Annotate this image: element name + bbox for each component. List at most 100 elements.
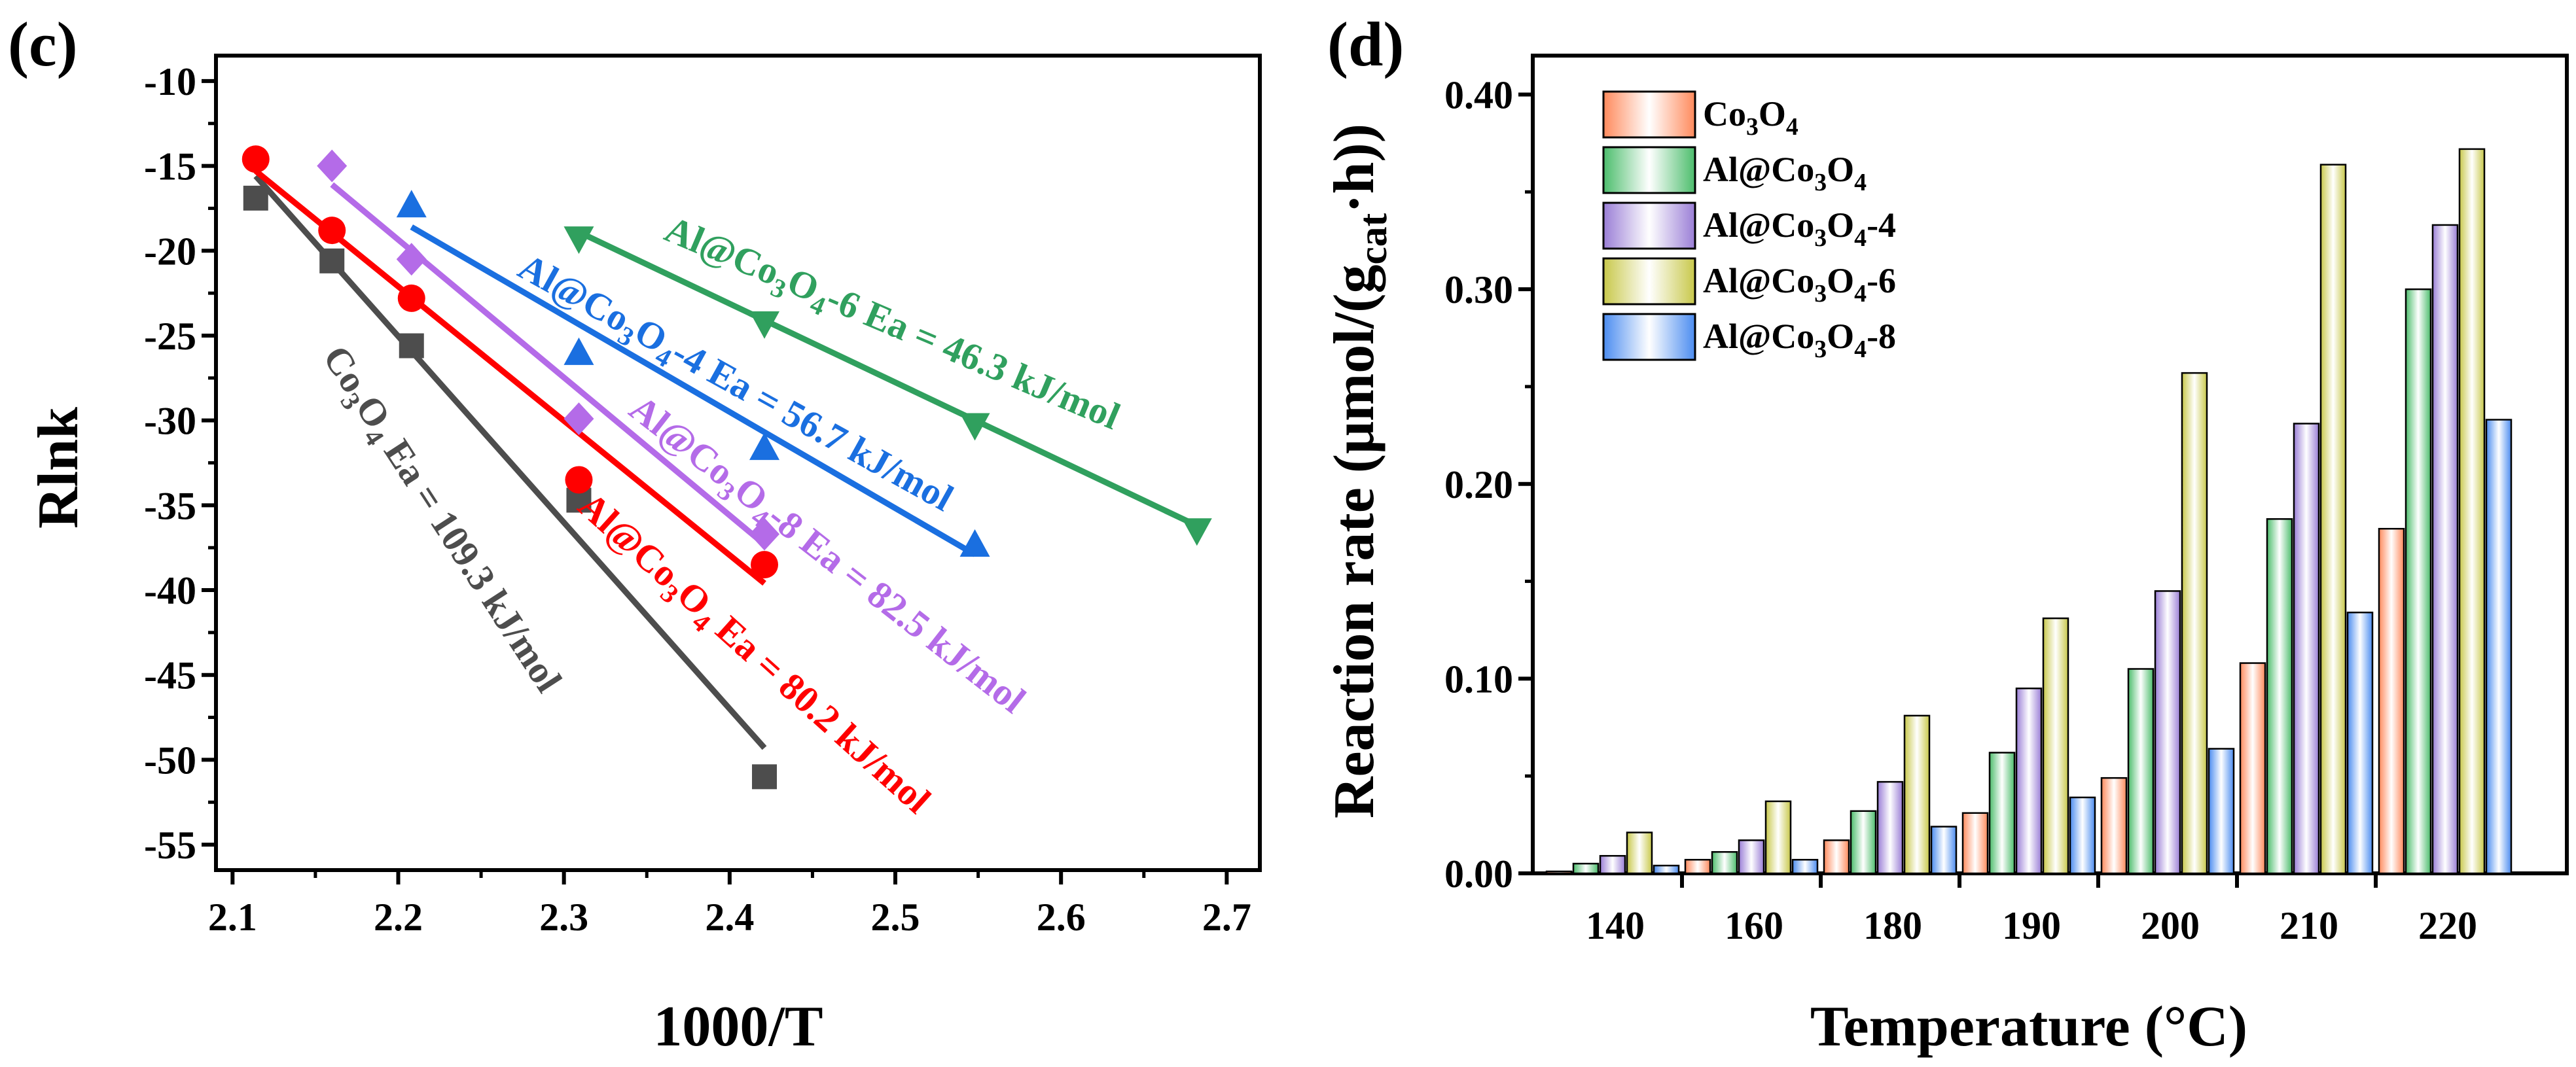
- y-tick-label: -50: [144, 739, 196, 782]
- y-tick-label: -10: [144, 60, 196, 103]
- bar: [1988, 752, 2016, 875]
- data-point-triangle: [564, 226, 594, 254]
- bar: [1903, 714, 1931, 875]
- bar: [2293, 423, 2320, 875]
- x-tick-label: 2.1: [208, 896, 257, 939]
- legend-label: Al@Co3​O4​-8: [1703, 317, 1896, 363]
- bar: [1823, 839, 1850, 875]
- x-tick-label: 180: [1863, 904, 1922, 947]
- data-point-circle: [318, 217, 346, 245]
- bar: [1791, 858, 1819, 875]
- data-point-triangle: [396, 190, 427, 218]
- data-point-diamond: [396, 243, 427, 276]
- bar: [2458, 148, 2486, 875]
- bar: [1764, 800, 1792, 875]
- bar: [2405, 288, 2432, 875]
- bar: [2431, 224, 2459, 875]
- bar: [2239, 662, 2266, 875]
- data-point-circle: [397, 284, 425, 312]
- legend-swatch: [1602, 90, 1696, 139]
- panel-d-label: (d): [1327, 9, 1404, 79]
- fit-line: [330, 182, 766, 547]
- bar: [2127, 668, 2155, 875]
- data-point-triangle: [749, 432, 780, 461]
- x-tick-label: 140: [1586, 904, 1645, 947]
- bar: [2266, 518, 2293, 875]
- legend-label: Al@Co3​O4​-4: [1703, 205, 1896, 252]
- data-point-circle: [751, 551, 779, 579]
- data-point-triangle: [959, 529, 990, 557]
- bar: [1653, 864, 1680, 875]
- y-tick-label: 0.10: [1444, 657, 1513, 701]
- y-tick-label: 0.20: [1444, 463, 1513, 506]
- bar: [1684, 858, 1711, 875]
- data-point-diamond: [564, 402, 594, 436]
- data-point-square: [752, 764, 778, 790]
- x-tick-label: 2.7: [1202, 896, 1251, 939]
- bar: [2100, 777, 2128, 875]
- data-point-circle: [565, 466, 593, 494]
- data-point-square: [319, 248, 345, 273]
- bar: [2015, 688, 2043, 875]
- panel-c-label: (c): [8, 9, 78, 79]
- data-point-square: [399, 333, 424, 359]
- y-tick-label: -15: [144, 145, 196, 188]
- panel-c-arrhenius-plot: (c) 2.1 2.2 2.3 2.4 2.5 2.6 2.7 -10 -15 -20 -25 -30…: [8, 9, 1262, 1058]
- legend-swatch: [1602, 313, 1696, 361]
- bar: [1961, 812, 1989, 875]
- y-tick-label: -45: [144, 654, 196, 697]
- bar: [2042, 617, 2069, 875]
- x-tick-label: 160: [1725, 904, 1783, 947]
- bar: [2154, 590, 2181, 875]
- x-tick-label: 220: [2418, 904, 2477, 947]
- bar: [2069, 796, 2096, 875]
- panel-c-data-points: [241, 145, 1212, 790]
- y-tick-label: -25: [144, 315, 196, 358]
- bar: [1572, 862, 1600, 875]
- legend-label: Co3​O4​: [1703, 94, 1798, 141]
- x-tick-label: 2.6: [1037, 896, 1086, 939]
- bar: [1711, 851, 1738, 875]
- panel-c-axis-ticks: 2.1 2.2 2.3 2.4 2.5 2.6 2.7 -10 -15 -20 -25 -30 -35 -…: [144, 60, 1251, 939]
- bar: [1599, 854, 1626, 875]
- bar: [1738, 839, 1765, 875]
- bar: [1850, 810, 1877, 875]
- legend-label: Al@Co3​O4​-6: [1703, 261, 1896, 307]
- panel-d-axis-ticks: 0.00 0.10 0.20 0.30 0.40 140 160 180 190 200 210 22…: [1444, 74, 2477, 947]
- data-point-triangle: [564, 337, 594, 365]
- fit-line: [410, 224, 976, 557]
- panel-d-x-axis-title: Temperature (°C): [1810, 995, 2247, 1058]
- bar: [2378, 527, 2405, 875]
- y-tick-label: -35: [144, 484, 196, 527]
- x-tick-label: 2.2: [374, 896, 423, 939]
- bar: [2346, 611, 2374, 875]
- panel-d-y-axis-title: Reaction rate (μmol/(gcat​·h)): [1323, 124, 1395, 818]
- x-tick-label: 2.5: [871, 896, 920, 939]
- y-tick-label: -55: [144, 824, 196, 867]
- x-tick-label: 2.3: [539, 896, 588, 939]
- x-tick-label: 190: [2002, 904, 2061, 947]
- data-point-circle: [241, 145, 270, 173]
- y-tick-label: 0.40: [1444, 74, 1513, 117]
- bar: [2208, 748, 2235, 875]
- y-tick-label: -30: [144, 400, 196, 443]
- panel-d-bars: [1545, 148, 2513, 875]
- bar: [1930, 826, 1958, 875]
- legend-swatch: [1602, 146, 1696, 194]
- bar: [2181, 372, 2208, 875]
- data-point-diamond: [749, 517, 780, 551]
- panel-c-y-axis-title: Rlnk: [27, 407, 90, 529]
- data-point-triangle: [959, 413, 990, 441]
- bar: [2485, 419, 2513, 875]
- bar: [1626, 831, 1653, 875]
- y-tick-label: 0.00: [1444, 852, 1513, 896]
- legend-swatch: [1602, 201, 1696, 250]
- data-point-diamond: [317, 149, 348, 183]
- data-point-triangle: [749, 311, 780, 339]
- y-tick-label: -40: [144, 569, 196, 612]
- legend-swatch: [1602, 257, 1696, 306]
- bar: [2319, 164, 2347, 875]
- data-point-square: [243, 185, 268, 211]
- panel-d-reaction-rate-chart: (d) 0.00 0.10 0.20 0.30 0.40 140 160 180 190 200 2…: [1323, 9, 2569, 1058]
